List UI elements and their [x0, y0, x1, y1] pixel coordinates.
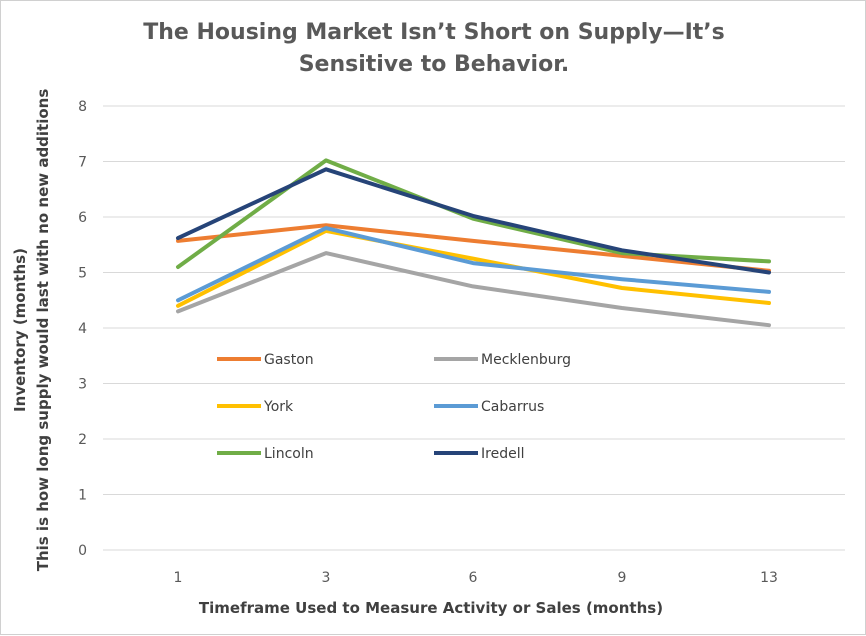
y-tick-label: 1: [78, 488, 87, 504]
x-tick-label: 3: [322, 570, 331, 586]
y-tick-label: 7: [78, 155, 87, 171]
y-tick-label: 4: [78, 321, 87, 337]
series-lines: [176, 158, 771, 328]
legend-label-mecklenburg: Mecklenburg: [481, 352, 571, 368]
legend-label-lincoln: Lincoln: [264, 446, 314, 462]
x-tick-label: 6: [469, 570, 478, 586]
y-axis-ticks: 0 1 2 3 4 5 6 7 8: [78, 99, 87, 559]
y-tick-label: 2: [78, 432, 87, 448]
legend: Gaston Mecklenburg York Cabarrus Lincoln Ired…: [217, 352, 571, 462]
y-axis-title-line-2: This is how long supply would last with …: [34, 89, 52, 572]
series-line-mecklenburg: [176, 251, 771, 328]
chart-title: The Housing Market Isn’t Short on Supply…: [1, 17, 866, 81]
series-line-iredell: [176, 167, 771, 275]
series-line-lincoln: [176, 158, 771, 269]
y-tick-label: 6: [78, 210, 87, 226]
series-line-york: [176, 228, 771, 308]
series-line-gaston: [176, 223, 771, 273]
chart-title-line-1: The Housing Market Isn’t Short on Supply…: [143, 20, 725, 45]
legend-label-york: York: [263, 399, 294, 415]
y-tick-label: 8: [78, 99, 87, 115]
legend-label-gaston: Gaston: [264, 352, 314, 368]
x-axis-title: Timeframe Used to Measure Activity or Sa…: [199, 599, 663, 617]
x-tick-label: 13: [760, 570, 778, 586]
legend-label-cabarrus: Cabarrus: [481, 399, 544, 415]
series-line-cabarrus: [176, 226, 771, 303]
x-tick-label: 1: [174, 570, 183, 586]
chart-title-line-2: Sensitive to Behavior.: [298, 52, 570, 77]
y-tick-label: 0: [78, 543, 87, 559]
x-tick-label: 9: [618, 570, 627, 586]
y-axis-title: Inventory (months) This is how long supp…: [11, 89, 52, 572]
y-tick-label: 5: [78, 266, 87, 282]
y-tick-label: 3: [78, 377, 87, 393]
x-axis-ticks: 1 3 6 9 13: [174, 570, 778, 586]
y-axis-title-line-1: Inventory (months): [11, 248, 29, 412]
gridlines: [103, 105, 845, 551]
legend-label-iredell: Iredell: [481, 446, 524, 462]
